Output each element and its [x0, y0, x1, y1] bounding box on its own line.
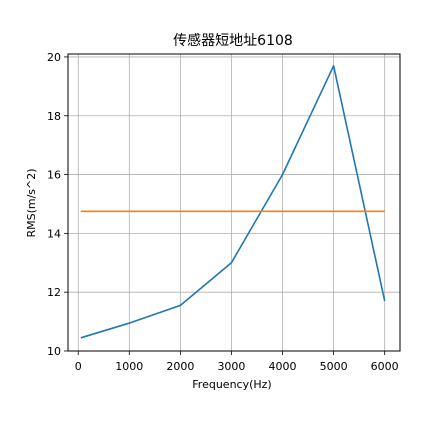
x-tick-label: 5000 [320, 360, 348, 373]
y-tick-label: 16 [47, 169, 61, 182]
series-lines [80, 65, 386, 339]
x-tick-label: 0 [75, 360, 82, 373]
x-tick-label: 6000 [371, 360, 399, 373]
x-tick-label: 1000 [115, 360, 143, 373]
plot-frame [67, 53, 401, 352]
y-axis-label: RMS(m/s^2) [25, 168, 38, 237]
y-tick-label: 14 [47, 227, 61, 240]
x-ticks: 0 1000 2000 3000 4000 5000 6000 [75, 351, 399, 373]
y-tick-label: 18 [47, 110, 61, 123]
y-tick-label: 20 [47, 51, 61, 64]
y-ticks: 10 12 14 16 18 20 [47, 51, 68, 358]
y-tick-label: 10 [47, 345, 61, 358]
chart-title: 传感器短地址6108 [173, 32, 293, 49]
x-tick-label: 4000 [269, 360, 297, 373]
grid [68, 54, 400, 352]
x-axis-label: Frequency(Hz) [192, 378, 271, 391]
x-tick-label: 3000 [217, 360, 245, 373]
series-line-1 [80, 65, 386, 339]
y-tick-label: 12 [47, 286, 61, 299]
x-tick-label: 2000 [166, 360, 194, 373]
